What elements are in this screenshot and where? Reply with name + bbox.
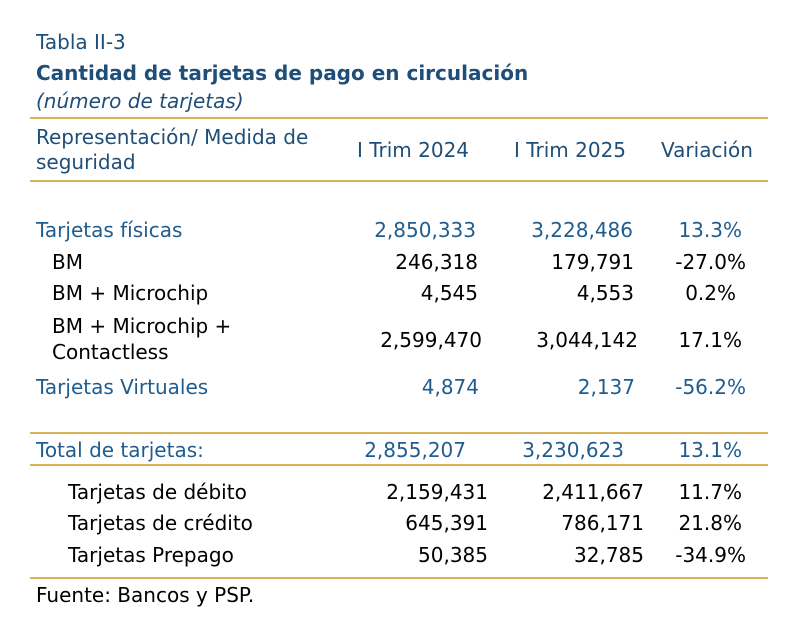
rule-header xyxy=(30,180,768,182)
row-label-line1: BM + Microchip + xyxy=(52,314,232,338)
row-label-line2: Contactless xyxy=(52,340,169,364)
breakdown-label: Tarjetas Prepago xyxy=(68,543,234,567)
row-value-2024: 4,874 xyxy=(421,375,479,399)
total-value-2025: 3,230,623 xyxy=(522,438,624,462)
row-variation: 0.2% xyxy=(685,281,736,305)
total-variation: 13.1% xyxy=(678,438,742,462)
breakdown-value-2025: 786,171 xyxy=(561,511,644,535)
table-number: Tabla II-3 xyxy=(36,30,126,54)
breakdown-variation: 21.8% xyxy=(678,511,742,535)
header-col1-line2: seguridad xyxy=(36,150,136,174)
row-variation: -56.2% xyxy=(675,375,746,399)
row-variation: -27.0% xyxy=(675,250,746,274)
header-col2: I Trim 2024 xyxy=(356,138,470,162)
row-value-2024: 246,318 xyxy=(395,250,478,274)
row-value-2024: 2,850,333 xyxy=(374,218,476,242)
rule-total-top xyxy=(30,432,768,434)
row-label: BM xyxy=(52,250,83,274)
row-label: BM + Microchip xyxy=(52,281,209,305)
header-col4: Variación xyxy=(661,138,753,162)
breakdown-value-2024: 50,385 xyxy=(418,543,488,567)
source-note: Fuente: Bancos y PSP. xyxy=(36,583,255,607)
breakdown-value-2025: 2,411,667 xyxy=(542,480,644,504)
breakdown-value-2025: 32,785 xyxy=(574,543,644,567)
row-value-2025: 179,791 xyxy=(551,250,634,274)
header-col1-line1: Representación/ Medida de xyxy=(36,125,309,149)
breakdown-value-2024: 2,159,431 xyxy=(386,480,488,504)
row-variation: 13.3% xyxy=(678,218,742,242)
row-variation: 17.1% xyxy=(678,328,742,352)
row-value-2025: 3,044,142 xyxy=(536,328,638,352)
breakdown-variation: -34.9% xyxy=(675,543,746,567)
row-value-2025: 3,228,486 xyxy=(531,218,633,242)
row-label: Tarjetas físicas xyxy=(36,218,183,242)
row-label: Tarjetas Virtuales xyxy=(36,375,209,399)
total-value-2024: 2,855,207 xyxy=(364,438,466,462)
breakdown-label: Tarjetas de crédito xyxy=(68,511,253,535)
header-col3: I Trim 2025 xyxy=(513,138,627,162)
breakdown-label: Tarjetas de débito xyxy=(68,480,247,504)
rule-bottom xyxy=(30,577,768,579)
breakdown-value-2024: 645,391 xyxy=(405,511,488,535)
table-subtitle: (número de tarjetas) xyxy=(36,89,244,113)
table-title: Cantidad de tarjetas de pago en circulac… xyxy=(36,61,529,85)
breakdown-variation: 11.7% xyxy=(678,480,742,504)
row-value-2025: 2,137 xyxy=(577,375,635,399)
row-value-2024: 4,545 xyxy=(420,281,478,305)
row-value-2024: 2,599,470 xyxy=(380,328,482,352)
rule-top xyxy=(30,117,768,119)
row-value-2025: 4,553 xyxy=(576,281,634,305)
rule-total-bottom xyxy=(30,464,768,466)
total-label: Total de tarjetas: xyxy=(36,438,204,462)
